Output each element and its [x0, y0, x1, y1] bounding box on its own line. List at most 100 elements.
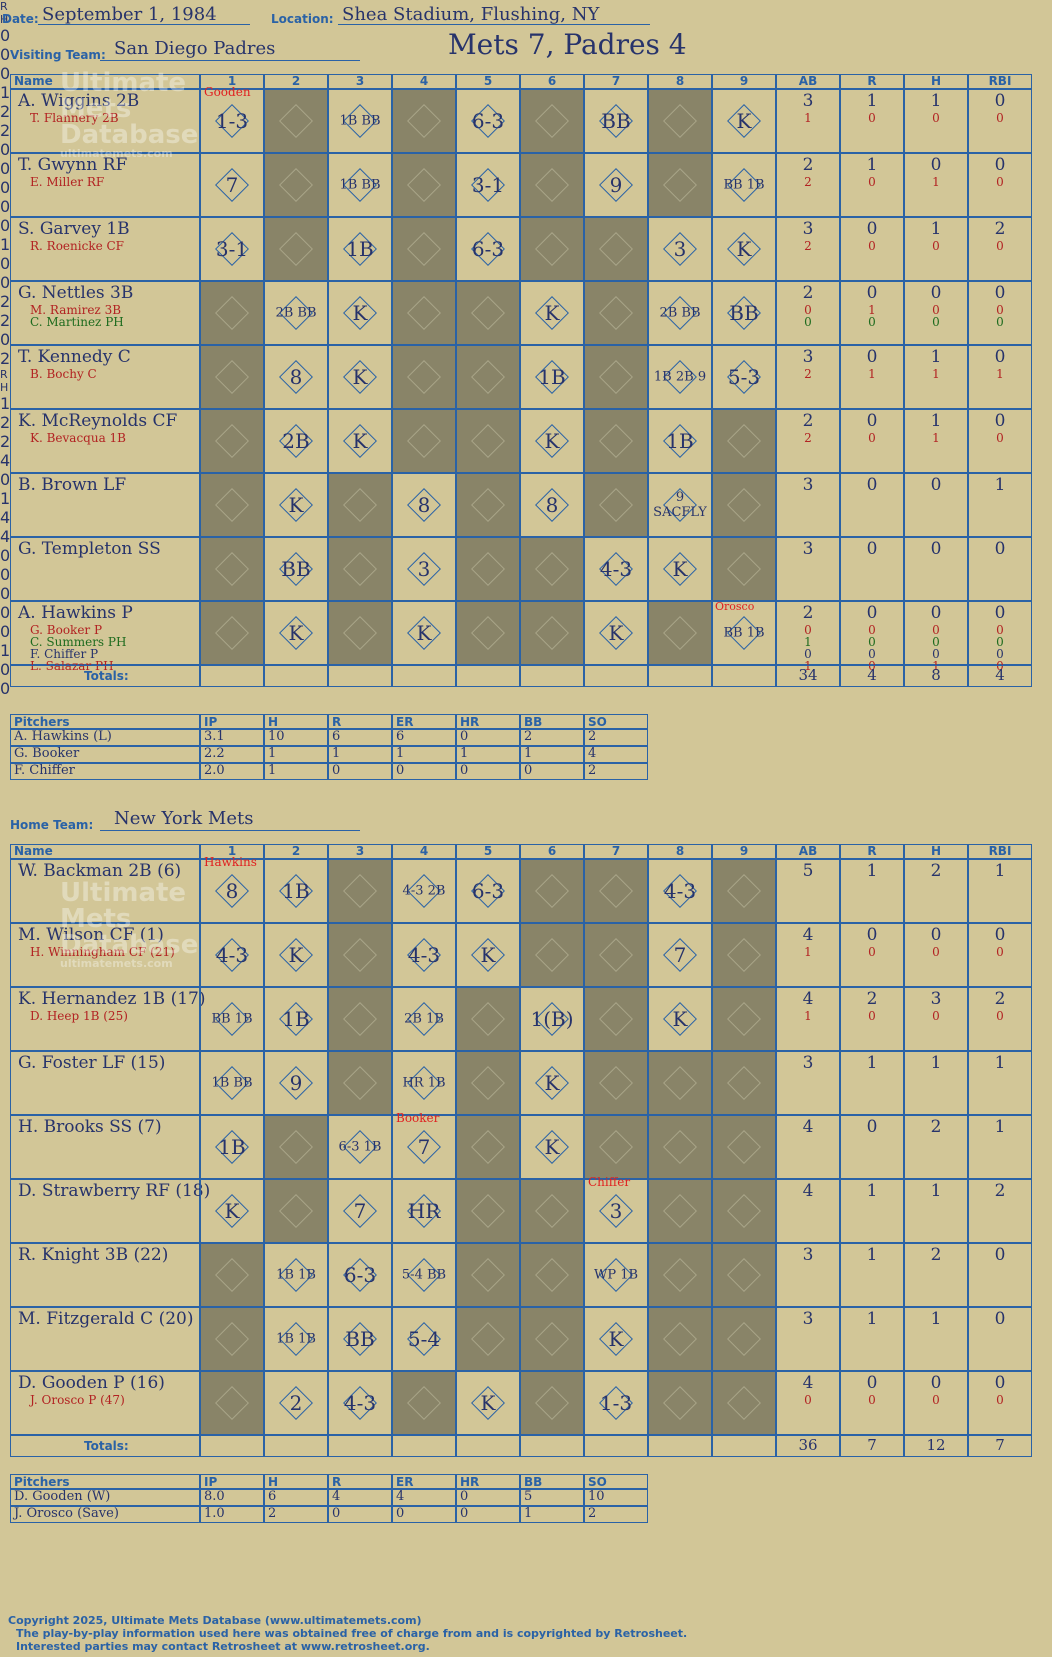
substitute-stat: 0 [932, 303, 940, 317]
substitute-name: E. Miller RF [30, 175, 105, 189]
inning-cell [712, 1115, 776, 1179]
stat-cell [776, 153, 840, 217]
play-mark: 1B [282, 879, 310, 903]
player-name: T. Gwynn RF [18, 155, 128, 175]
inning-cell [520, 537, 584, 601]
base-diamond [599, 1130, 633, 1164]
pitcher-stat: 1 [524, 1506, 533, 1521]
base-diamond [471, 1002, 505, 1036]
pitch-header-cell [200, 1474, 264, 1489]
stat-value-r: 1 [866, 91, 878, 111]
inning-cell [456, 281, 520, 345]
inning-cell: K [648, 987, 712, 1051]
base-diamond [599, 424, 633, 458]
substitute-stat: 2 [804, 367, 812, 381]
stat-header-cell [840, 74, 904, 89]
play-mark: 3 [417, 557, 431, 581]
inning-cell: K [200, 1179, 264, 1243]
stat-cell [904, 1179, 968, 1243]
substitute-stat: 1 [932, 659, 940, 673]
play-mark: 7 [673, 943, 687, 967]
inning-header-4: 4 [419, 844, 429, 858]
stat-cell [968, 473, 1032, 537]
inning-cell: 5-4 BB [392, 1243, 456, 1307]
stat-cell [968, 923, 1032, 987]
pitch-header-pitchers: Pitchers [14, 1475, 70, 1489]
base-diamond [343, 874, 377, 908]
stat-cell [904, 1115, 968, 1179]
inning-header-cell [328, 844, 392, 859]
inning-cell: 3-1 [456, 153, 520, 217]
play-mark: 8 [289, 365, 303, 389]
inning-header-5: 5 [483, 844, 493, 858]
stat-value-h: 3 [930, 989, 942, 1009]
base-diamond [471, 1130, 505, 1164]
pitch-header-ip: IP [204, 1475, 218, 1489]
inning-cell: 7 [200, 153, 264, 217]
base-diamond [599, 296, 633, 330]
pitcher-stat: 2 [524, 729, 533, 744]
inning-cell [456, 1051, 520, 1115]
pitch-cell [456, 729, 520, 746]
base-diamond [727, 552, 761, 586]
player-name: W. Backman 2B (6) [18, 861, 182, 881]
pitch-cell [392, 746, 456, 763]
base-diamond [407, 360, 441, 394]
base-diamond [727, 1194, 761, 1228]
inning-cell: 1B [328, 217, 392, 281]
stat-value-r: 0 [866, 925, 878, 945]
inning-cell: 1B BB [328, 153, 392, 217]
stat-value-r: 0 [866, 219, 878, 239]
substitute-stat: 1 [804, 945, 812, 959]
total-hits: 2 [0, 121, 11, 140]
pitcher-stat: 2 [588, 729, 597, 744]
total-stat-rbi: 7 [995, 1436, 1005, 1454]
base-diamond [215, 1322, 249, 1356]
base-diamond [535, 168, 569, 202]
base-diamond [599, 360, 633, 394]
substitute-stat: 0 [868, 647, 876, 661]
inning-cell: 3 [648, 217, 712, 281]
stat-cell [904, 537, 968, 601]
pitch-cell [392, 1489, 456, 1506]
stat-cell [968, 1307, 1032, 1371]
play-mark: 1B [346, 237, 374, 261]
inning-cell [456, 987, 520, 1051]
stat-value-r: 1 [866, 1053, 878, 1073]
substitute-stat: 0 [932, 945, 940, 959]
base-diamond [471, 1066, 505, 1100]
player-name: B. Brown LF [18, 475, 127, 495]
base-diamond [407, 232, 441, 266]
pitch-cell [520, 1506, 584, 1523]
stat-value-h: 1 [930, 1053, 942, 1073]
player-cell [10, 409, 200, 473]
play-mark: K [352, 365, 368, 389]
play-mark: K [544, 1071, 560, 1095]
stat-cell [904, 1307, 968, 1371]
inning-cell: 1B BB [328, 89, 392, 153]
substitute-stat: 0 [932, 1393, 940, 1407]
stat-value-rbi: 0 [994, 283, 1006, 303]
inning-cell [200, 537, 264, 601]
inning-cell [584, 217, 648, 281]
pitch-cell [520, 763, 584, 780]
pitcher-stat: 2 [588, 763, 597, 778]
pitch-header-cell [520, 1474, 584, 1489]
stat-cell [840, 859, 904, 923]
inning-cell [392, 1371, 456, 1435]
substitute-stat: 0 [996, 1393, 1004, 1407]
inning-cell: 1B [520, 345, 584, 409]
total-runs: 0 [0, 622, 11, 641]
pitch-cell [264, 1506, 328, 1523]
base-diamond [215, 360, 249, 394]
stat-cell [840, 217, 904, 281]
inning-cell [584, 1115, 648, 1179]
page-title: Mets 7, Padres 4 [448, 28, 687, 61]
pitcher-change-annotation: Hawkins [204, 855, 257, 869]
inning-cell: K [328, 345, 392, 409]
watermark-logo: Ultimate Mets Database ultimatemets.com [60, 70, 198, 160]
stat-header-r: R [867, 844, 877, 858]
totals-r-label: R [0, 0, 8, 13]
inning-header-1: 1 [227, 844, 237, 858]
inning-cell [264, 89, 328, 153]
